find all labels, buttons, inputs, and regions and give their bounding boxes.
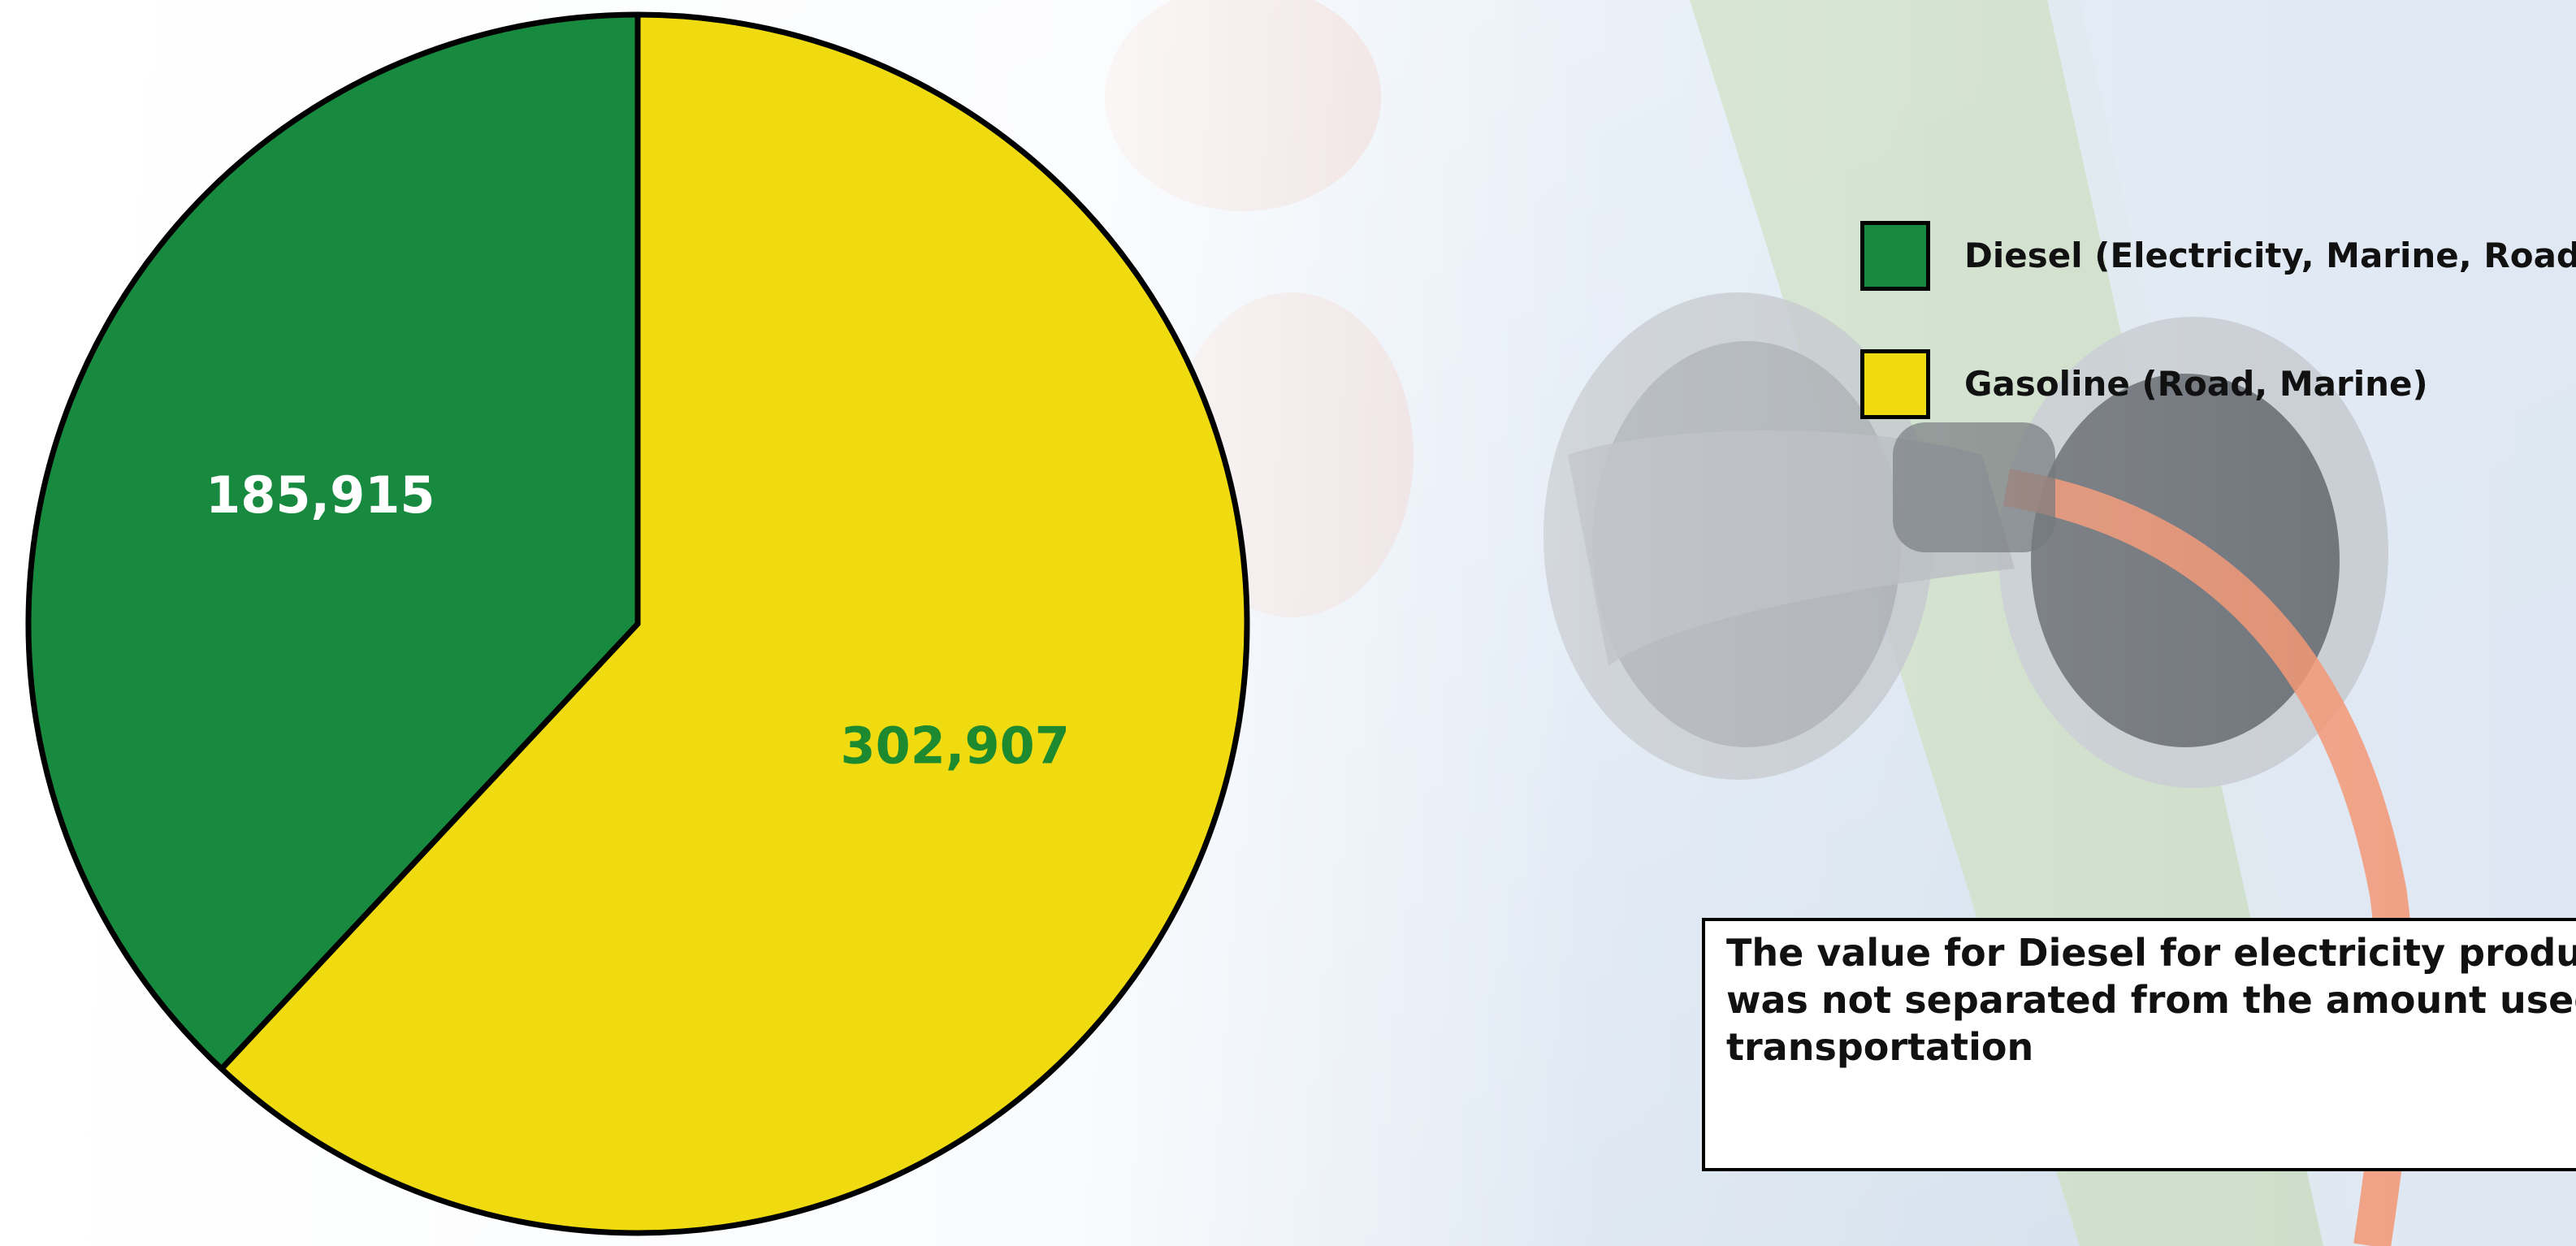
legend-label-gasoline: Gasoline (Road, Marine) — [1964, 364, 2428, 404]
pie-data-labels: 302,907 185,915 — [206, 465, 1070, 775]
pie-slice-gasoline — [219, 11, 1250, 1236]
note-box: The value for Diesel for electricity pro… — [1702, 918, 2576, 1171]
legend-swatch-gasoline — [1860, 349, 1930, 419]
legend-item-gasoline: Gasoline (Road, Marine) — [1860, 349, 2575, 430]
legend-item-diesel: Diesel (Electricity, Marine, Road) — [1860, 221, 2576, 302]
pie-slice-diesel — [25, 11, 641, 1072]
chart-legend: Diesel (Electricity, Marine, Road) Gasol… — [1860, 221, 2576, 478]
pie-slices — [25, 11, 1250, 1236]
data-label-diesel: 185,915 — [206, 465, 435, 525]
legend-label-diesel: Diesel (Electricity, Marine, Road) — [1964, 236, 2576, 275]
note-text: The value for Diesel for electricity pro… — [1726, 931, 2576, 1069]
legend-swatch-diesel — [1860, 221, 1930, 291]
data-label-gasoline: 302,907 — [840, 716, 1069, 775]
